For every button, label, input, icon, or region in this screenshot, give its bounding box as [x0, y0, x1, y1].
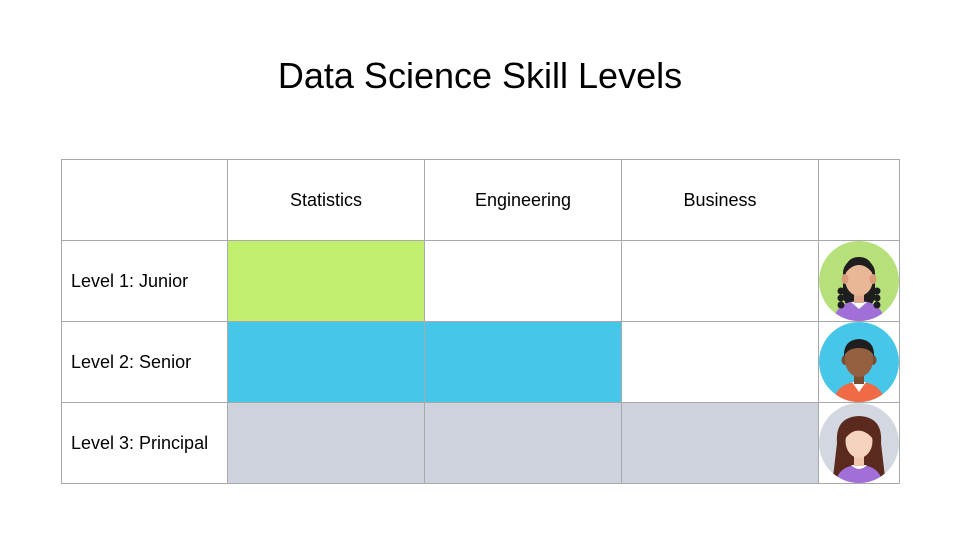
- skill-cell-engineering: [424, 402, 622, 484]
- skill-cell-statistics: [227, 321, 425, 403]
- avatar-cell: [818, 321, 900, 403]
- senior-avatar-icon: [819, 322, 899, 402]
- principal-avatar-icon: [819, 403, 899, 483]
- skill-cell-engineering: [424, 240, 622, 322]
- skill-cell-statistics: [227, 240, 425, 322]
- column-header-statistics: Statistics: [227, 159, 425, 241]
- corner-cell: [61, 159, 228, 241]
- skill-cell-business: [621, 240, 819, 322]
- slide-title: Data Science Skill Levels: [277, 55, 683, 96]
- skill-cell-business: [621, 402, 819, 484]
- avatar-cell: [818, 402, 900, 484]
- row-label-principal: Level 3: Principal: [61, 402, 228, 484]
- skill-matrix: Statistics Engineering Business Level 1:…: [61, 159, 900, 484]
- row-label-senior: Level 2: Senior: [61, 321, 228, 403]
- skill-cell-statistics: [227, 402, 425, 484]
- skill-cell-engineering: [424, 321, 622, 403]
- table-row: Level 3: Principal: [61, 402, 900, 484]
- table-row: Level 1: Junior: [61, 240, 900, 322]
- row-label-junior: Level 1: Junior: [61, 240, 228, 322]
- avatar-header-cell: [818, 159, 900, 241]
- junior-avatar-icon: [819, 241, 899, 321]
- avatar-cell: [818, 240, 900, 322]
- table-row: Level 2: Senior: [61, 321, 900, 403]
- skill-cell-business: [621, 321, 819, 403]
- column-header-engineering: Engineering: [424, 159, 622, 241]
- header-row: Statistics Engineering Business: [61, 159, 900, 241]
- column-header-business: Business: [621, 159, 819, 241]
